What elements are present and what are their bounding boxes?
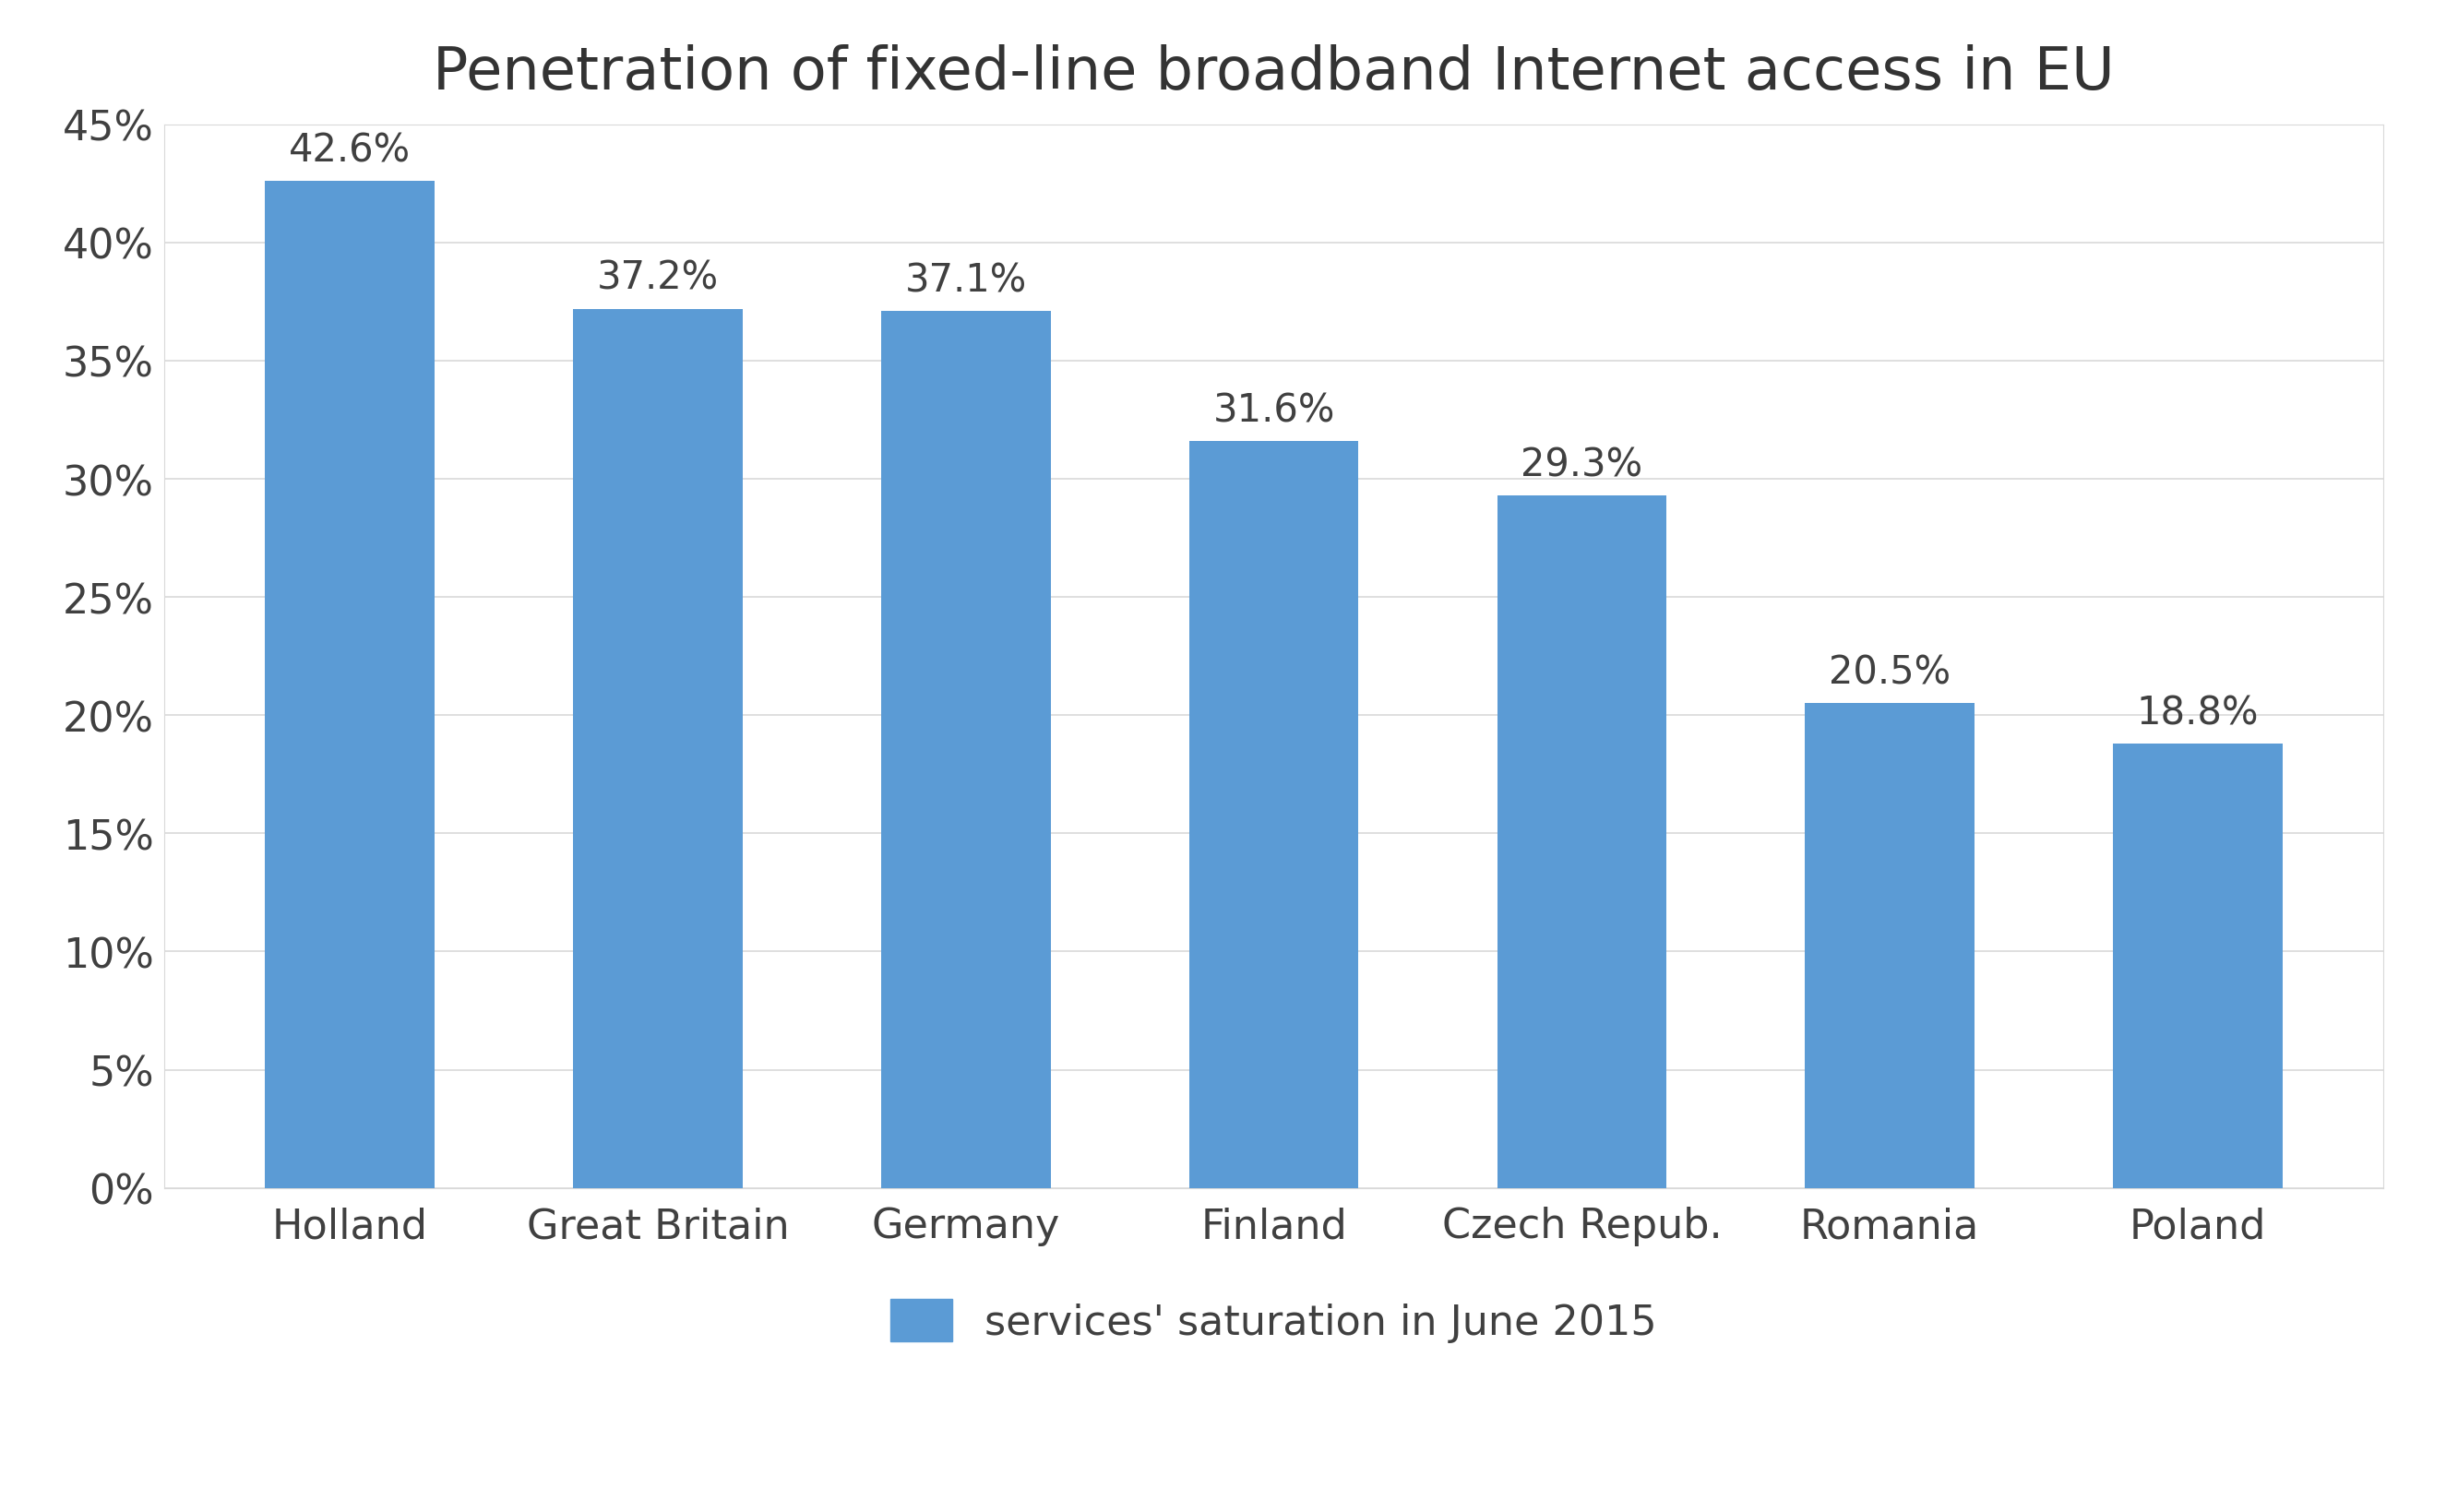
Bar xyxy=(2113,744,2282,1188)
Text: 31.6%: 31.6% xyxy=(1213,392,1336,429)
Text: 37.2%: 37.2% xyxy=(597,259,719,298)
Bar xyxy=(1497,496,1666,1188)
Text: 37.1%: 37.1% xyxy=(905,262,1027,299)
Bar xyxy=(881,311,1049,1188)
Text: 18.8%: 18.8% xyxy=(2135,694,2258,732)
Bar xyxy=(264,181,435,1188)
Text: 42.6%: 42.6% xyxy=(289,132,411,169)
Bar xyxy=(1805,705,1974,1188)
Title: Penetration of fixed-line broadband Internet access in EU: Penetration of fixed-line broadband Inte… xyxy=(433,44,2116,101)
Text: 29.3%: 29.3% xyxy=(1521,446,1644,484)
Bar xyxy=(572,310,744,1188)
Text: 20.5%: 20.5% xyxy=(1830,653,1949,692)
Bar xyxy=(1189,442,1358,1188)
Legend: services' saturation in June 2015: services' saturation in June 2015 xyxy=(873,1284,1673,1359)
